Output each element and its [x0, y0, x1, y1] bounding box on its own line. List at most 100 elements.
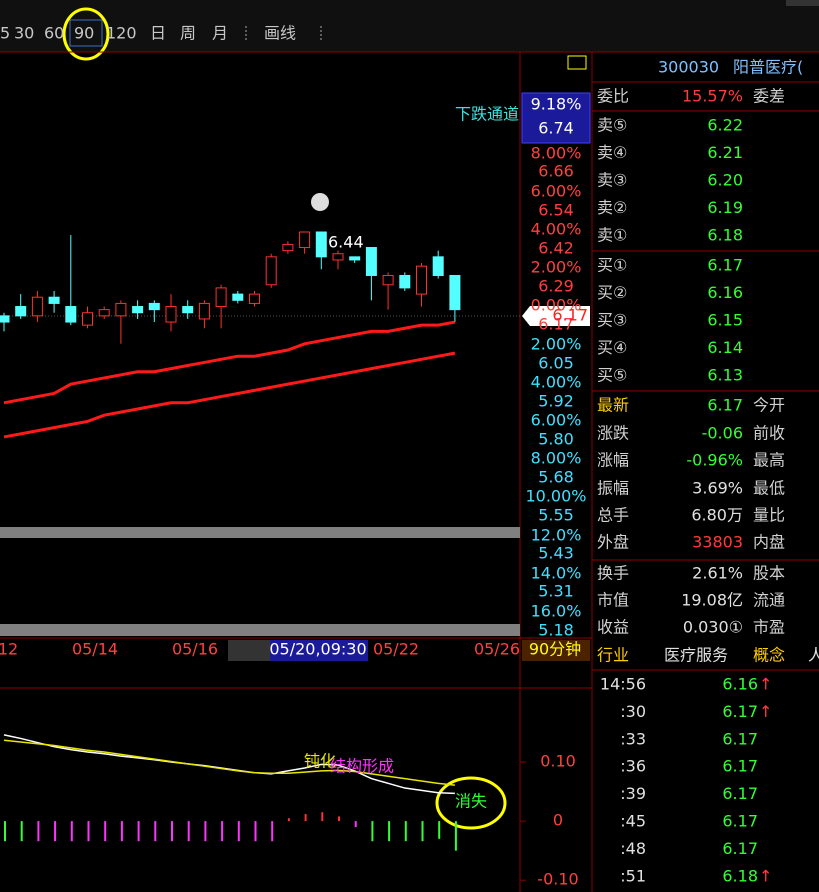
stat-value: -0.06 — [702, 424, 743, 443]
axis-label: 6.00% — [531, 182, 582, 201]
axis-label: 10.00% — [525, 487, 586, 506]
industry-value: 医疗服务 — [664, 646, 728, 665]
stat-label: 流通 — [753, 591, 785, 610]
axis-label: 5.55 — [538, 506, 574, 525]
axis-label: 6.05 — [538, 354, 574, 373]
industry-label: 概念 — [753, 646, 785, 665]
candle-body — [315, 231, 327, 258]
stat-label: 今开 — [753, 396, 785, 415]
row-value: 15.57% — [682, 87, 743, 106]
ask-label: 卖④ — [597, 143, 627, 162]
tick-price: 6.17 — [722, 812, 758, 831]
tick-time: :36 — [620, 757, 646, 776]
axis-label: 6.66 — [538, 162, 574, 181]
axis-label: 14.0% — [531, 564, 582, 583]
ask-price: 6.20 — [707, 171, 743, 190]
axis-label: 6.00% — [531, 411, 582, 430]
candle-body — [399, 274, 411, 289]
ask-label: 卖③ — [597, 171, 627, 190]
scroll-strip — [0, 624, 520, 636]
bid-label: 买② — [597, 283, 627, 302]
candle-body — [115, 302, 127, 317]
bid-price: 6.16 — [707, 283, 743, 302]
stat-label: 前收 — [753, 424, 785, 443]
candle-body — [215, 287, 227, 308]
industry-label: 行业 — [597, 646, 629, 665]
tick-price: 6.17 — [722, 784, 758, 803]
candle-body — [65, 306, 77, 323]
tick-price: 6.17 — [722, 757, 758, 776]
industry-label: 人 — [808, 646, 819, 665]
toolbar-item: 月 — [212, 24, 228, 43]
ask-label: 卖① — [597, 226, 627, 245]
stat-value: 6.17 — [707, 396, 743, 415]
toolbar-item: 5 — [0, 24, 10, 43]
annotation: 钝化 — [304, 752, 336, 771]
axis-label: 5.80 — [538, 430, 574, 449]
stat-label: 最新 — [597, 396, 629, 415]
stat-label: 总手 — [597, 506, 629, 525]
y-tick-label: 0.10 — [540, 752, 576, 771]
bid-price: 6.17 — [707, 256, 743, 275]
tick-time: :48 — [620, 839, 646, 858]
toolbar-item: 周 — [180, 24, 196, 43]
tick-arrow: ↑ — [759, 702, 772, 721]
tick-price: 6.17 — [722, 702, 758, 721]
candle-body — [148, 302, 160, 311]
axis-label: 6.54 — [538, 201, 574, 220]
annotation: 消失 — [455, 792, 487, 811]
toolbar — [0, 0, 819, 52]
candle-body — [432, 256, 444, 276]
candle-body — [249, 293, 260, 304]
axis-label: 5.68 — [538, 468, 574, 487]
candle-body — [31, 296, 43, 317]
tick-price: 6.17 — [722, 729, 758, 748]
axis-label: 2.00% — [531, 335, 582, 354]
candle-body — [232, 293, 244, 301]
tick-arrow: ↑ — [759, 675, 772, 694]
candle-body — [0, 315, 10, 323]
stat-label: 最高 — [753, 451, 785, 470]
candle-body — [182, 306, 194, 314]
tick-time: :33 — [620, 729, 646, 748]
moving-average — [3, 351, 456, 439]
tick-arrow: ↑ — [759, 866, 772, 885]
bid-label: 买⑤ — [597, 366, 627, 385]
scroll-thumb — [228, 640, 270, 661]
selected-period — [69, 19, 103, 47]
candle-body — [82, 312, 93, 326]
axis-label: 4.00% — [531, 373, 582, 392]
stat-label: 量比 — [753, 506, 785, 525]
stat-label: 市盈 — [753, 618, 785, 637]
stat-value: -0.96% — [686, 451, 743, 470]
row-label: 委差 — [753, 87, 785, 106]
price-marker — [522, 306, 590, 326]
x-label: 05/20,09:30 — [269, 640, 366, 659]
x-label: 05/26 — [474, 640, 520, 659]
toolbar-item: 日 — [150, 24, 166, 43]
scroll-strip — [0, 527, 520, 538]
candle-body — [48, 296, 60, 304]
stat-label: 外盘 — [597, 533, 629, 552]
stat-value: 3.69% — [692, 479, 743, 498]
bid-price: 6.14 — [707, 338, 743, 357]
stat-value: 33803 — [692, 533, 743, 552]
axis-label: 5.43 — [538, 544, 574, 563]
axis-label: 16.0% — [531, 602, 582, 621]
axis-label: 2.00% — [531, 258, 582, 277]
stat-label: 换手 — [597, 564, 629, 583]
stat-label: 股本 — [753, 564, 785, 583]
candle-body — [98, 309, 110, 317]
date-highlight — [270, 640, 368, 661]
stat-value: 19.08亿 — [681, 591, 743, 610]
stat-value: 2.61% — [692, 564, 743, 583]
stock-name: 阳普医疗( — [733, 58, 803, 77]
axis-label: 6.42 — [538, 239, 574, 258]
x-label: 12 — [0, 640, 18, 659]
toolbar-item: 画线 — [264, 24, 296, 43]
row-label: 委比 — [597, 87, 629, 106]
moving-average — [3, 320, 456, 405]
candle-body — [165, 306, 177, 323]
highlight-circle — [435, 776, 507, 830]
